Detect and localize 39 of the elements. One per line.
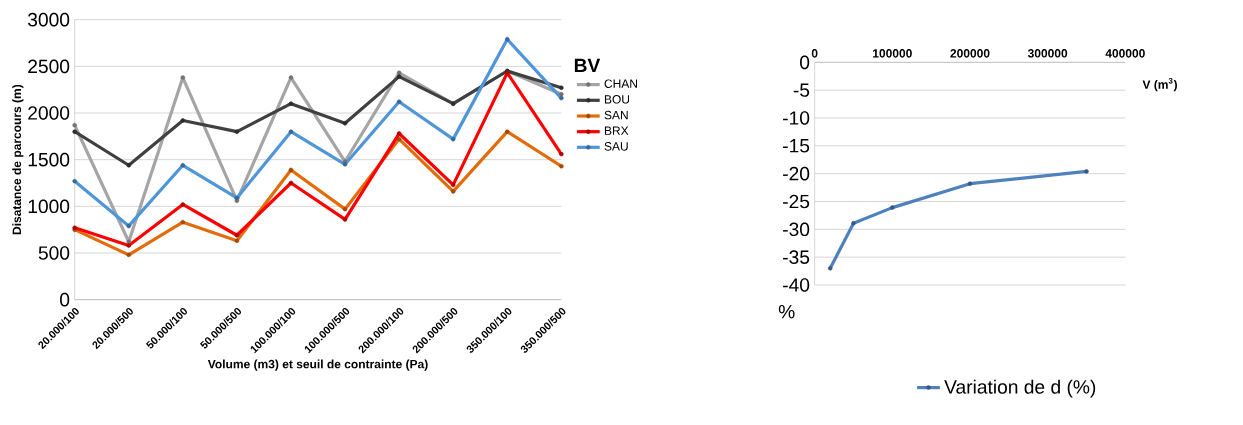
legend-label: BOU	[604, 95, 630, 104]
point	[559, 85, 564, 91]
point	[126, 162, 132, 168]
y-tick-label: -5	[793, 83, 810, 97]
legend-label: BRX	[604, 126, 629, 135]
y-tick-label: 3000	[28, 12, 70, 27]
x-tick-label: 200000	[950, 49, 990, 58]
legend-label: SAN	[604, 110, 628, 120]
x-tick-label: 0	[811, 49, 818, 58]
y-axis-title: %	[778, 304, 795, 319]
y-tick-label: -15	[783, 139, 810, 153]
point	[288, 101, 294, 106]
y-tick-label: -30	[783, 222, 810, 237]
x-tick-label: 100000	[873, 49, 912, 58]
y-tick-label: 1500	[28, 152, 70, 167]
point	[342, 120, 348, 126]
legend-label: Variation de d (%)	[944, 379, 1096, 398]
y-tick-label: 2500	[28, 59, 70, 74]
y-tick-label: -20	[783, 166, 810, 181]
y-tick-label: 1000	[28, 199, 70, 214]
y-tick-label: 500	[38, 246, 70, 260]
point	[234, 129, 240, 134]
legend-label: SAU	[604, 142, 628, 151]
x-axis-title: V (m$^{3}$)	[1142, 78, 1177, 92]
x-tick-label: 400000	[1105, 49, 1145, 58]
y-tick-label: -40	[783, 278, 810, 292]
point	[72, 129, 77, 134]
x-axis-title: Volume (m3) et seuil de contrainte (Pa)	[207, 359, 428, 371]
point	[180, 118, 186, 123]
legend-title: BV	[574, 58, 601, 73]
y-axis-title: Disatance de parcours (m)	[12, 84, 24, 235]
x-tick-label: 300000	[1027, 49, 1068, 58]
y-tick-label: 0	[60, 292, 70, 307]
y-tick-label: 2000	[28, 106, 70, 120]
legend-label: CHAN	[604, 79, 637, 88]
y-tick-label: -35	[783, 250, 810, 264]
y-tick-label: -25	[783, 194, 810, 209]
point	[396, 74, 402, 79]
y-tick-label: -10	[783, 111, 810, 125]
